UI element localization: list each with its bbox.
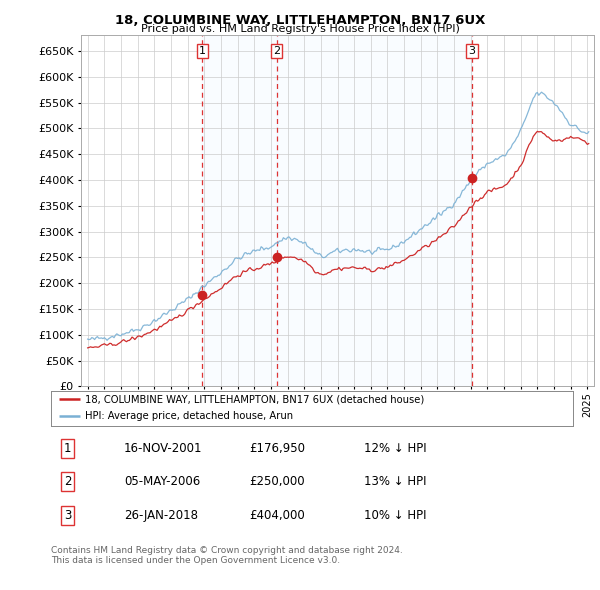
- Text: £404,000: £404,000: [250, 509, 305, 522]
- Text: HPI: Average price, detached house, Arun: HPI: Average price, detached house, Arun: [85, 411, 293, 421]
- Text: 12% ↓ HPI: 12% ↓ HPI: [364, 442, 427, 455]
- Text: 10% ↓ HPI: 10% ↓ HPI: [364, 509, 427, 522]
- Text: 1: 1: [64, 442, 71, 455]
- Text: 18, COLUMBINE WAY, LITTLEHAMPTON, BN17 6UX (detached house): 18, COLUMBINE WAY, LITTLEHAMPTON, BN17 6…: [85, 395, 424, 404]
- Bar: [277, 35, 472, 386]
- Text: 3: 3: [64, 509, 71, 522]
- Text: 16-NOV-2001: 16-NOV-2001: [124, 442, 203, 455]
- Text: £250,000: £250,000: [250, 475, 305, 488]
- Text: 26-JAN-2018: 26-JAN-2018: [124, 509, 198, 522]
- Text: Price paid vs. HM Land Registry's House Price Index (HPI): Price paid vs. HM Land Registry's House …: [140, 24, 460, 34]
- Text: 2: 2: [273, 46, 280, 56]
- Text: 05-MAY-2006: 05-MAY-2006: [124, 475, 200, 488]
- Bar: [202, 35, 277, 386]
- Text: Contains HM Land Registry data © Crown copyright and database right 2024.
This d: Contains HM Land Registry data © Crown c…: [51, 546, 403, 565]
- Text: 1: 1: [199, 46, 206, 56]
- Text: 13% ↓ HPI: 13% ↓ HPI: [364, 475, 427, 488]
- Text: 18, COLUMBINE WAY, LITTLEHAMPTON, BN17 6UX: 18, COLUMBINE WAY, LITTLEHAMPTON, BN17 6…: [115, 14, 485, 27]
- Text: 2: 2: [64, 475, 71, 488]
- Text: £176,950: £176,950: [250, 442, 305, 455]
- Text: 3: 3: [469, 46, 475, 56]
